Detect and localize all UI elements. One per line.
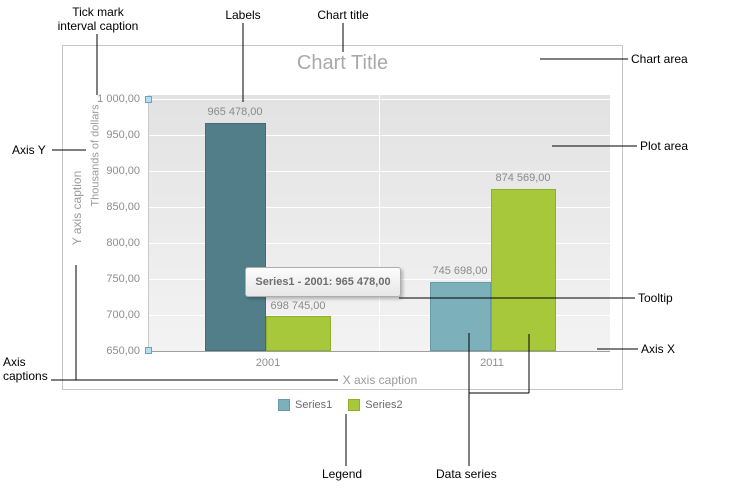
legend-item-series1[interactable]: Series1 <box>278 399 332 411</box>
bar-series2-2001[interactable] <box>266 316 331 351</box>
bar-series2-2011[interactable] <box>491 189 556 351</box>
chart-title: Chart Title <box>296 52 389 74</box>
y-tick-label: 800,00 <box>106 237 140 249</box>
annotation-plot-area: Plot area <box>640 139 689 153</box>
y-tick-label: 650,00 <box>106 345 140 357</box>
tick-interval-handle-top[interactable] <box>145 96 152 103</box>
y-axis-line <box>148 95 149 351</box>
annotation-text: captions <box>3 369 48 383</box>
tick-interval-handle-bottom[interactable] <box>145 347 152 354</box>
y-tick-label: 700,00 <box>106 309 140 321</box>
legend: Series1 Series2 <box>278 399 403 411</box>
annotation-tick-mark-interval-caption: Tick mark interval caption <box>48 5 148 33</box>
annotation-chart-title: Chart title <box>317 8 369 22</box>
annotation-chart-area: Chart area <box>631 52 688 66</box>
x-tick-label-2011: 2011 <box>480 357 504 369</box>
y-tick-label: 900,00 <box>106 165 140 177</box>
value-label-series1-2001: 965 478,00 <box>207 106 263 118</box>
bar-series1-2011[interactable] <box>430 282 491 351</box>
y-axis-unit-caption: Thousands of dollars <box>89 104 102 207</box>
legend-label-series1: Series1 <box>295 399 333 411</box>
y-tick-label: 850,00 <box>106 201 140 213</box>
legend-label-series2: Series2 <box>365 399 403 411</box>
y-tick-label: 1 000,00 <box>97 93 140 105</box>
y-axis-caption: Y axis caption <box>70 170 84 246</box>
annotation-text: Tick mark <box>72 5 124 19</box>
x-axis-caption: X axis caption <box>342 373 418 387</box>
legend-item-series2[interactable]: Series2 <box>348 399 403 411</box>
y-tick-label: 950,00 <box>106 129 140 141</box>
annotation-legend: Legend <box>322 467 363 481</box>
annotation-text: Axis <box>3 355 26 369</box>
gridline-vertical <box>379 95 380 352</box>
value-label-series2-2001: 698 745,00 <box>270 300 326 312</box>
annotation-axis-y: Axis Y <box>12 143 46 157</box>
bar-series1-2001[interactable] <box>205 123 266 351</box>
annotation-tooltip: Tooltip <box>638 291 673 305</box>
annotation-axis-captions: Axis captions <box>3 355 51 383</box>
x-axis-line <box>148 351 610 352</box>
tooltip: Series1 - 2001: 965 478,00 <box>245 267 401 297</box>
annotation-axis-x: Axis X <box>641 342 676 356</box>
value-label-series1-2011: 745 698,00 <box>432 265 488 277</box>
x-tick-label-2001: 2001 <box>255 357 281 369</box>
annotation-labels: Labels <box>225 8 261 22</box>
value-label-series2-2011: 874 569,00 <box>495 172 551 184</box>
y-tick-label: 750,00 <box>106 273 140 285</box>
annotation-text: interval caption <box>57 19 139 33</box>
series1-swatch-icon <box>278 399 290 411</box>
series2-swatch-icon <box>348 399 361 411</box>
annotation-data-series: Data series <box>436 467 497 481</box>
